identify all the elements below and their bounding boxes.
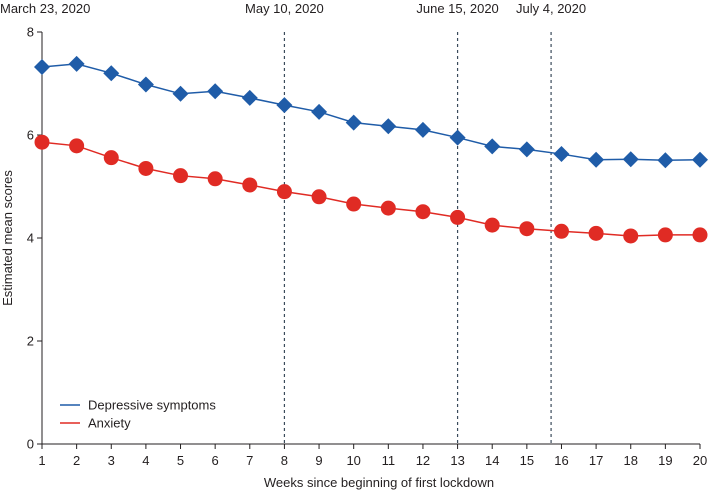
data-point-circle xyxy=(415,204,431,220)
data-point-circle xyxy=(173,168,189,184)
data-point-circle xyxy=(346,196,362,212)
data-point-circle xyxy=(207,171,223,187)
y-tick-label: 6 xyxy=(27,128,34,143)
data-point-diamond xyxy=(414,121,431,138)
data-point-diamond xyxy=(103,65,120,82)
data-point-diamond xyxy=(172,85,189,102)
data-point-diamond xyxy=(484,138,501,155)
legend: Depressive symptoms Anxiety xyxy=(60,398,216,431)
data-point-diamond xyxy=(449,129,466,146)
x-tick-label: 12 xyxy=(416,453,430,468)
data-point-diamond xyxy=(137,76,154,93)
data-point-circle xyxy=(380,200,396,216)
x-tick-label: 2 xyxy=(73,453,80,468)
data-point-diamond xyxy=(622,151,639,168)
data-point-circle xyxy=(623,228,639,244)
y-tick-label: 0 xyxy=(27,437,34,452)
data-point-diamond xyxy=(588,151,605,168)
data-point-circle xyxy=(450,209,466,225)
y-axis-title: Estimated mean scores xyxy=(0,170,15,306)
series-lines xyxy=(41,63,701,237)
x-axis-title: Weeks since beginning of first lockdown xyxy=(264,475,494,490)
annotation-label: July 4, 2020 xyxy=(516,1,586,16)
data-point-circle xyxy=(138,160,154,176)
data-point-diamond xyxy=(692,151,708,168)
data-point-diamond xyxy=(518,141,535,158)
x-tick-label: 6 xyxy=(212,453,219,468)
annotation-label: June 15, 2020 xyxy=(416,1,498,16)
x-axis-ticks: 1 2 3 4 5 6 7 8 9 10 11 12 13 14 15 16 17 18 19 20 xyxy=(38,444,707,468)
annotation-label: March 23, 2020 xyxy=(0,1,90,16)
y-axis-ticks: 0 2 4 6 8 xyxy=(27,25,42,452)
x-tick-label: 10 xyxy=(346,453,360,468)
annotation-lines xyxy=(283,32,552,444)
x-tick-label: 4 xyxy=(142,453,149,468)
legend-label: Depressive symptoms xyxy=(88,398,216,413)
data-point-circle xyxy=(588,225,604,241)
data-point-circle xyxy=(242,177,258,193)
x-tick-label: 5 xyxy=(177,453,184,468)
data-point-circle xyxy=(484,217,500,233)
data-point-diamond xyxy=(34,59,50,76)
x-tick-label: 17 xyxy=(589,453,603,468)
y-tick-label: 2 xyxy=(27,334,34,349)
data-point-circle xyxy=(69,138,85,154)
data-point-circle xyxy=(103,150,119,166)
data-point-diamond xyxy=(241,89,258,106)
x-tick-label: 19 xyxy=(658,453,672,468)
x-tick-label: 1 xyxy=(38,453,45,468)
x-tick-label: 18 xyxy=(624,453,638,468)
legend-label: Anxiety xyxy=(88,416,131,431)
series-line-depressive-symptoms xyxy=(41,63,701,161)
data-point-circle xyxy=(34,134,50,150)
x-tick-label: 9 xyxy=(315,453,322,468)
series-line-anxiety xyxy=(41,141,700,237)
x-tick-label: 14 xyxy=(485,453,499,468)
data-point-circle xyxy=(276,184,292,200)
x-tick-label: 7 xyxy=(246,453,253,468)
data-point-circle xyxy=(692,227,708,243)
data-point-circle xyxy=(553,223,569,239)
data-point-diamond xyxy=(553,146,570,163)
x-tick-label: 16 xyxy=(554,453,568,468)
data-point-diamond xyxy=(657,152,674,169)
x-tick-label: 15 xyxy=(520,453,534,468)
data-point-circle xyxy=(657,227,673,243)
x-tick-label: 8 xyxy=(281,453,288,468)
y-tick-label: 8 xyxy=(27,25,34,40)
data-point-diamond xyxy=(345,114,362,131)
x-tick-label: 11 xyxy=(382,453,396,468)
data-point-circle xyxy=(311,189,327,205)
data-point-circle xyxy=(519,221,535,237)
annotation-label: May 10, 2020 xyxy=(245,1,324,16)
x-tick-label: 13 xyxy=(450,453,464,468)
x-tick-label: 3 xyxy=(108,453,115,468)
data-point-diamond xyxy=(311,103,328,120)
data-point-diamond xyxy=(207,83,224,100)
data-point-diamond xyxy=(68,55,85,72)
data-point-diamond xyxy=(380,118,397,135)
data-point-diamond xyxy=(276,97,293,114)
x-tick-label: 20 xyxy=(693,453,707,468)
annotation-labels: March 23, 2020 May 10, 2020 June 15, 2020 J… xyxy=(0,1,586,16)
y-tick-label: 4 xyxy=(27,231,34,246)
series-markers xyxy=(34,55,708,244)
